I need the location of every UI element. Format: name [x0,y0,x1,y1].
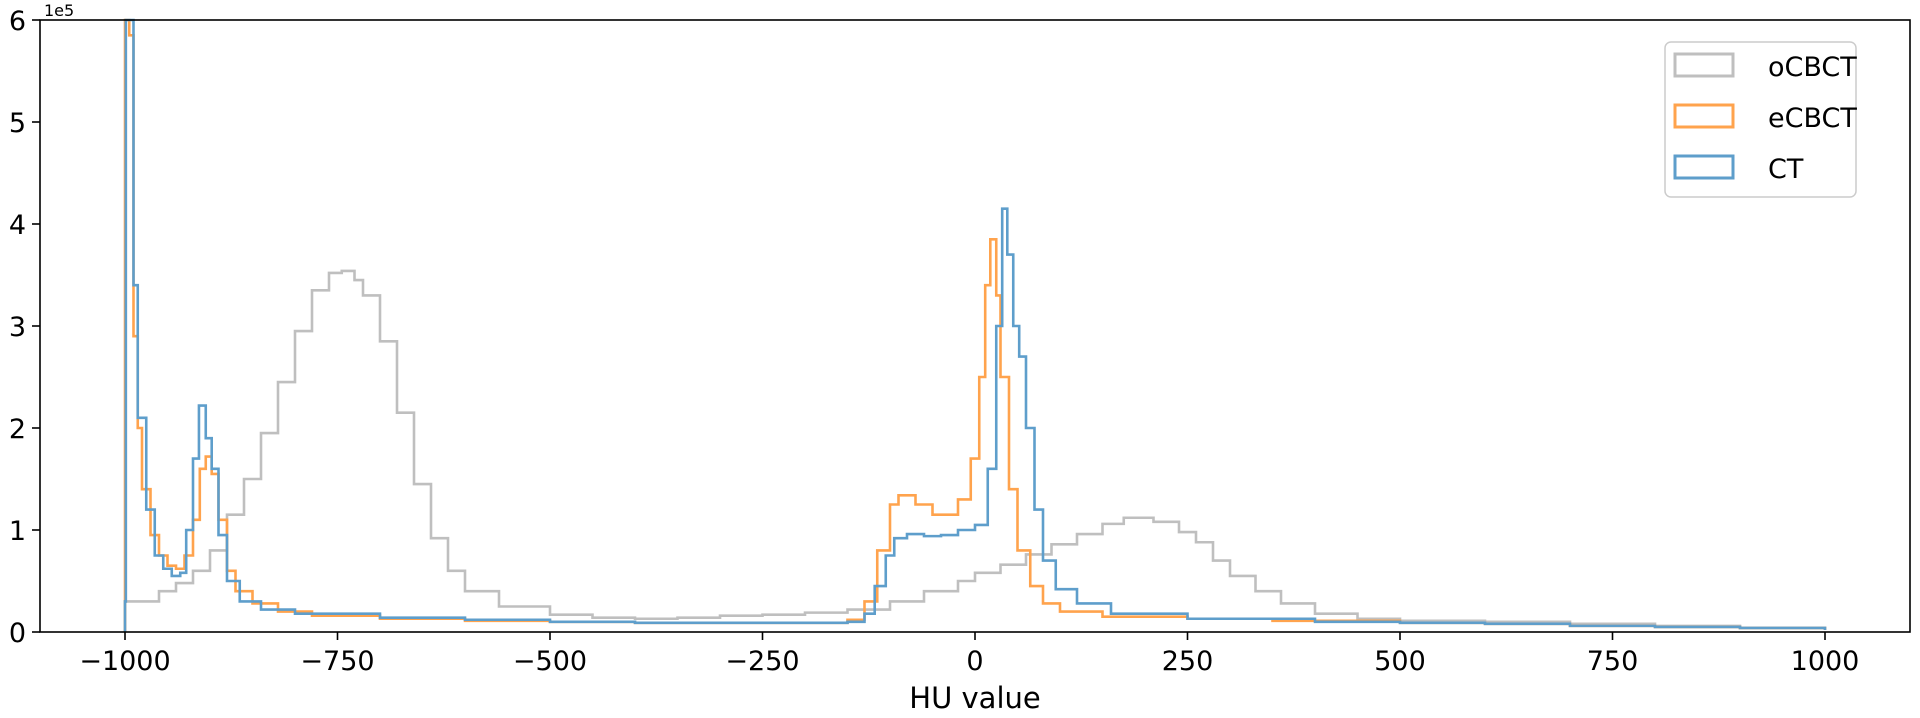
legend-box [1664,41,1857,198]
y-tick-label: 4 [9,210,26,241]
y-tick-label: 5 [9,108,26,139]
plot-frame [39,19,1911,633]
y-tick-label: 0 [9,618,26,649]
series-line-ecbct [123,18,1827,632]
x-tick-label: 500 [1374,646,1426,677]
x-ticks: −1000 −750 −500 −250 0 250 500 750 1000 [79,632,1859,677]
legend-label-ecbct: eCBCT [1768,103,1857,134]
legend-swatch-ocbct [1673,52,1735,78]
x-tick-label: −250 [725,646,799,677]
legend-label-ct: CT [1768,154,1804,185]
x-tick-label: 1000 [1791,646,1860,677]
y-offset-label: 1e5 [44,1,74,20]
legend: oCBCT eCBCT CT [1664,41,1857,198]
x-tick-label: −1000 [79,646,170,677]
y-tick-label: 1 [9,516,26,547]
y-tick-label: 3 [9,312,26,343]
y-ticks: 0 1 2 3 4 5 6 [9,6,40,649]
x-tick-label: 750 [1587,646,1639,677]
x-tick-label: −750 [300,646,374,677]
x-tick-label: 0 [966,646,983,677]
x-tick-label: −500 [513,646,587,677]
y-tick-label: 2 [9,414,26,445]
x-tick-label: 250 [1162,646,1214,677]
legend-swatch-ct [1673,154,1735,180]
series-line-ct [123,18,1827,632]
series-line-ocbct [123,269,1827,632]
legend-items: oCBCT eCBCT CT [1673,52,1857,185]
axes-layer [39,19,1911,633]
legend-label-ocbct: oCBCT [1768,52,1857,83]
legend-swatch-ecbct [1673,103,1735,129]
x-axis-label: HU value [909,681,1040,715]
y-tick-label: 6 [9,6,26,37]
series-layer [123,18,1827,632]
